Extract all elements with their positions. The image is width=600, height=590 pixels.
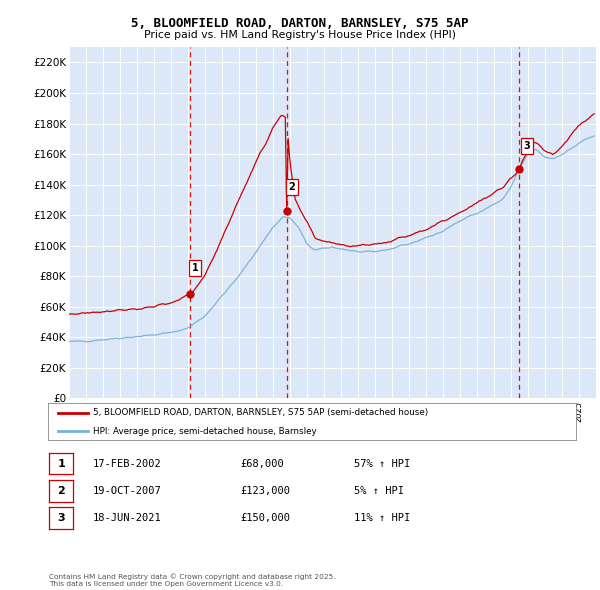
Text: 11% ↑ HPI: 11% ↑ HPI — [354, 513, 410, 523]
Text: 57% ↑ HPI: 57% ↑ HPI — [354, 459, 410, 468]
Text: Contains HM Land Registry data © Crown copyright and database right 2025.
This d: Contains HM Land Registry data © Crown c… — [49, 573, 336, 587]
Text: 3: 3 — [524, 141, 530, 151]
Text: 1: 1 — [192, 263, 199, 273]
Text: 2: 2 — [58, 486, 65, 496]
Text: £123,000: £123,000 — [240, 486, 290, 496]
Text: HPI: Average price, semi-detached house, Barnsley: HPI: Average price, semi-detached house,… — [93, 427, 317, 435]
Text: 5, BLOOMFIELD ROAD, DARTON, BARNSLEY, S75 5AP (semi-detached house): 5, BLOOMFIELD ROAD, DARTON, BARNSLEY, S7… — [93, 408, 428, 417]
Text: 5, BLOOMFIELD ROAD, DARTON, BARNSLEY, S75 5AP: 5, BLOOMFIELD ROAD, DARTON, BARNSLEY, S7… — [131, 17, 469, 30]
Text: 3: 3 — [58, 513, 65, 523]
Text: 5% ↑ HPI: 5% ↑ HPI — [354, 486, 404, 496]
Text: 2: 2 — [288, 182, 295, 192]
Text: £68,000: £68,000 — [240, 459, 284, 468]
Text: 17-FEB-2002: 17-FEB-2002 — [93, 459, 162, 468]
Text: 1: 1 — [58, 459, 65, 468]
Text: 19-OCT-2007: 19-OCT-2007 — [93, 486, 162, 496]
Text: 18-JUN-2021: 18-JUN-2021 — [93, 513, 162, 523]
Text: Price paid vs. HM Land Registry's House Price Index (HPI): Price paid vs. HM Land Registry's House … — [144, 31, 456, 40]
Text: £150,000: £150,000 — [240, 513, 290, 523]
